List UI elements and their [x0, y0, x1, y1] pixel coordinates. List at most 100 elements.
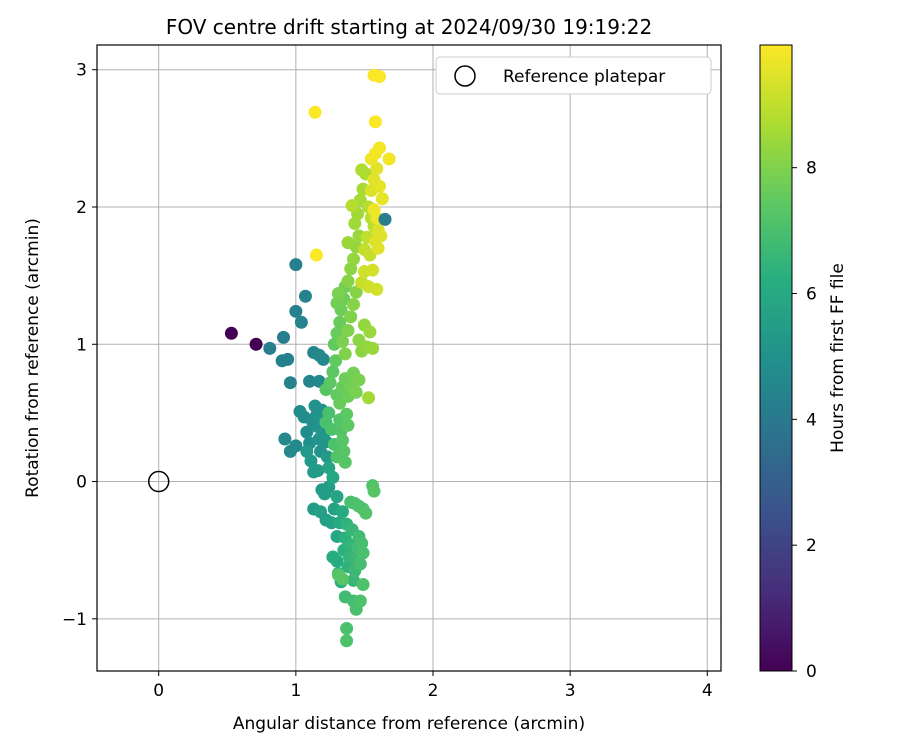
- data-point: [249, 337, 263, 351]
- data-point: [345, 199, 359, 213]
- colorbar-frame: [759, 44, 793, 672]
- data-point: [311, 464, 325, 478]
- data-point: [322, 406, 336, 420]
- y-tick-label: 3: [76, 61, 87, 81]
- data-point: [335, 505, 349, 519]
- data-point: [359, 506, 373, 520]
- legend: Reference platepar: [435, 56, 712, 95]
- data-point: [335, 335, 349, 349]
- colorbar-ticks: 0 2 4 6 8: [792, 159, 817, 682]
- y-tick-label: 0: [76, 473, 87, 493]
- x-tick-label: 3: [565, 681, 576, 701]
- colorbar-gradient: [760, 45, 792, 671]
- data-point: [373, 141, 387, 155]
- data-point: [300, 425, 314, 439]
- data-point: [344, 310, 358, 324]
- colorbar-label: Hours from first FF file: [828, 263, 848, 453]
- chart-title: FOV centre drift starting at 2024/09/30 …: [166, 15, 652, 39]
- data-point: [331, 286, 345, 300]
- data-point: [330, 296, 344, 310]
- data-point: [382, 152, 396, 166]
- data-point: [341, 274, 355, 288]
- data-point: [355, 163, 369, 177]
- data-point: [370, 282, 384, 296]
- x-axis-ticks: 0 1 2 3 4: [153, 671, 713, 701]
- data-point: [338, 347, 352, 361]
- data-point: [340, 621, 354, 635]
- data-point: [368, 115, 382, 129]
- data-point: [362, 391, 376, 405]
- data-point: [346, 297, 360, 311]
- data-point: [340, 407, 354, 421]
- y-axis-label: Rotation from reference (arcmin): [23, 218, 43, 498]
- data-point: [323, 376, 337, 390]
- colorbar-tick-label: 2: [806, 536, 817, 556]
- data-point: [333, 315, 347, 329]
- data-point: [340, 634, 354, 648]
- data-point: [341, 236, 355, 250]
- data-point: [330, 490, 344, 504]
- data-point: [349, 385, 363, 399]
- data-point: [366, 341, 380, 355]
- data-point: [337, 444, 351, 458]
- reference-platepar-marker: [147, 470, 170, 493]
- data-point: [326, 470, 340, 484]
- legend-marker: [454, 65, 476, 87]
- y-tick-label: 1: [76, 335, 87, 355]
- data-point: [278, 432, 292, 446]
- data-point: [366, 263, 380, 277]
- data-point: [325, 422, 339, 436]
- data-point: [374, 229, 388, 243]
- data-point: [353, 557, 367, 571]
- data-point: [346, 252, 360, 266]
- data-point: [329, 354, 343, 368]
- y-tick-label: 2: [76, 198, 87, 218]
- x-tick-label: 0: [153, 681, 164, 701]
- legend-entry: Reference platepar: [503, 67, 665, 87]
- data-point: [373, 179, 387, 193]
- data-point: [353, 594, 367, 608]
- y-tick-label: −1: [62, 610, 87, 630]
- data-point: [370, 162, 384, 176]
- data-point: [363, 325, 377, 339]
- data-point: [298, 289, 312, 303]
- data-point: [289, 258, 303, 272]
- data-point: [349, 285, 363, 299]
- data-point: [352, 373, 366, 387]
- data-point: [289, 439, 303, 453]
- x-tick-label: 4: [702, 681, 713, 701]
- data-point: [378, 212, 392, 226]
- data-point: [224, 326, 238, 340]
- data-point: [371, 241, 385, 255]
- data-point: [316, 352, 330, 366]
- y-axis-ticks: −1 0 1 2 3: [62, 61, 97, 630]
- legend-box: [435, 56, 712, 95]
- x-axis-label: Angular distance from reference (arcmin): [233, 714, 585, 734]
- data-point: [326, 365, 340, 379]
- plot-frame: [96, 44, 722, 672]
- data-point: [338, 455, 352, 469]
- data-point: [356, 546, 370, 560]
- data-point: [283, 376, 297, 390]
- data-point: [304, 454, 318, 468]
- colorbar-tick-label: 6: [806, 285, 817, 305]
- data-point: [330, 554, 344, 568]
- data-point: [281, 352, 295, 366]
- x-tick-label: 1: [290, 681, 301, 701]
- data-point: [294, 315, 308, 329]
- colorbar-tick-label: 0: [806, 662, 817, 682]
- x-tick-label: 2: [428, 681, 439, 701]
- data-points: [224, 68, 396, 648]
- data-point: [263, 341, 277, 355]
- data-point: [367, 484, 381, 498]
- colorbar-tick-label: 4: [806, 410, 817, 430]
- data-point: [289, 304, 303, 318]
- data-point: [320, 450, 334, 464]
- data-point: [355, 536, 369, 550]
- colorbar: 0 2 4 6 8 Hours from first FF file: [759, 44, 848, 682]
- data-point: [373, 70, 387, 84]
- data-point: [341, 418, 355, 432]
- data-point: [308, 105, 322, 119]
- data-point: [335, 572, 349, 586]
